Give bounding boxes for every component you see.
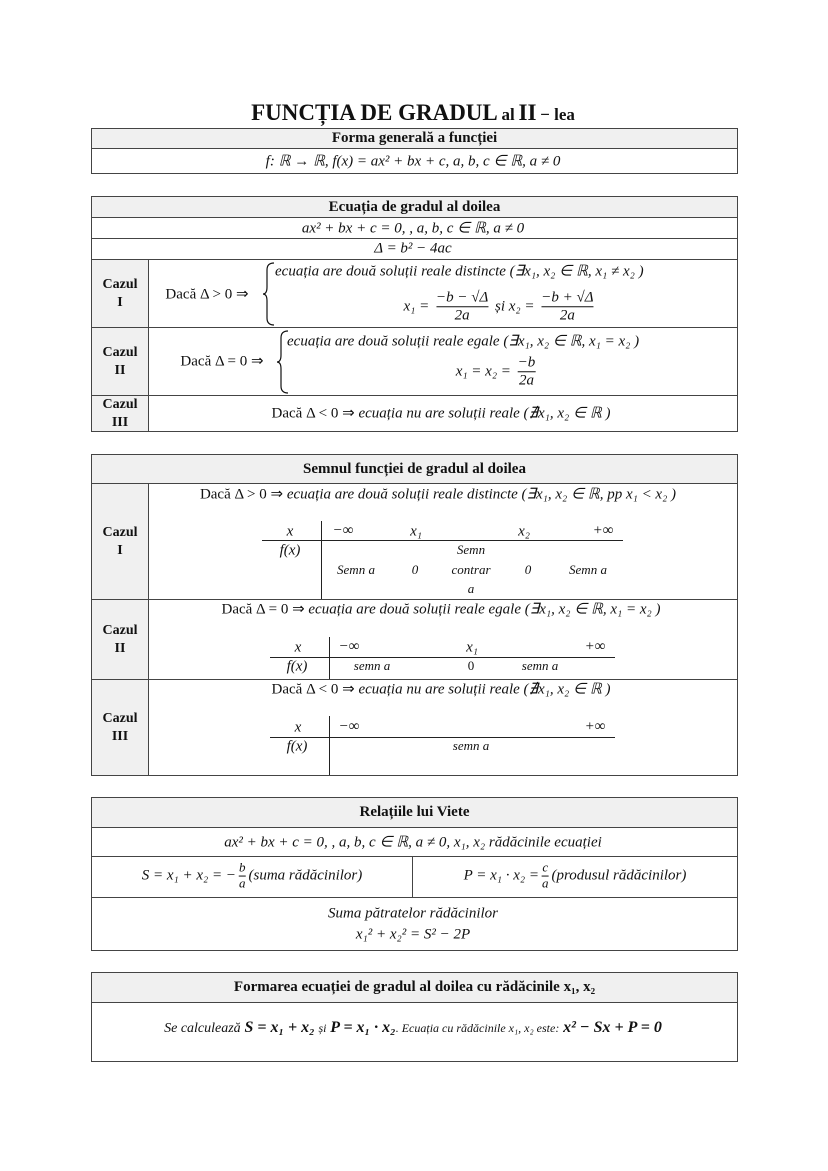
caz1-roots: x₁ = −b − √Δ 2a și x₂ = −b + √Δ 2a — [403, 289, 594, 324]
title-roman: II — [518, 100, 537, 125]
ecuatia-caz1-label: Cazul I — [91, 259, 149, 328]
sum-squares-label: Suma pătratelor rădăcinilor — [327, 905, 499, 922]
forma-formula: f: ℝ → ℝ, f(x) = ax² + bx + c, a, b, c ∈… — [265, 153, 561, 170]
root-x1: x₁ — [466, 639, 478, 656]
minus-infinity: −∞ — [338, 638, 360, 655]
ecuatia-caz3-content — [148, 395, 738, 432]
caz3-text: Dacă Δ < 0 ⇒ ecuația nu are soluții real… — [271, 405, 611, 422]
formare-row — [91, 1002, 738, 1062]
ecuatia-caz3-label: Cazul III — [91, 395, 149, 432]
viete-eq: ax² + bx + c = 0, , a, b, c ∈ ℝ, a ≠ 0, … — [224, 834, 602, 851]
sign-value: Semn a — [569, 562, 607, 577]
sign-value: semn a — [452, 738, 490, 753]
forma-row — [91, 148, 738, 174]
sign-table-divider — [270, 737, 615, 738]
fx-label: f(x) — [286, 658, 308, 675]
fx-label: f(x) — [279, 542, 301, 559]
sign-table-divider — [329, 637, 330, 679]
sign-value: Semn a — [337, 562, 375, 577]
viete-squares-row — [91, 897, 738, 951]
semnul-caz2-label: Cazul II — [91, 599, 149, 680]
minus-infinity: −∞ — [338, 718, 360, 735]
caz2-condition: Dacă Δ = 0 ⇒ — [180, 353, 264, 370]
title-al: al — [501, 105, 515, 124]
root-x1: x₁ — [410, 523, 422, 540]
delta-formula: Δ = b² − 4ac — [374, 240, 452, 257]
root-x2: x₂ — [518, 523, 530, 540]
sign-value: semn a — [353, 658, 391, 673]
sign-value: Semn — [456, 542, 486, 557]
caz2-root: x₁ = x₂ = −b 2a — [455, 354, 536, 389]
brace-icon — [262, 262, 275, 326]
plus-infinity: +∞ — [584, 638, 606, 655]
semnul-header: Semnul funcției de gradul al doilea — [91, 454, 738, 484]
viete-sum: S = x₁ + x₂ = − b a (suma rădăcinilor) — [141, 859, 363, 891]
plus-infinity: +∞ — [592, 522, 614, 539]
brace-icon — [276, 330, 289, 394]
sign-value: a — [467, 581, 475, 596]
sign-table-divider — [270, 657, 615, 658]
viete-header: Relațiile lui Viete — [91, 797, 738, 828]
semnul-caz3-text: Dacă Δ < 0 ⇒ ecuația nu are soluții real… — [271, 681, 611, 698]
x-label: x — [286, 523, 294, 540]
sign-value: semn a — [521, 658, 559, 673]
sign-zero: 0 — [467, 658, 475, 673]
ecuatia-eq: ax² + bx + c = 0, , a, b, c ∈ ℝ, a ≠ 0 — [301, 220, 525, 237]
page-title: FUNCȚIA DE GRADUL al II − lea — [251, 100, 575, 126]
sign-zero: 0 — [411, 562, 419, 577]
semnul-caz3-label: Cazul III — [91, 679, 149, 776]
semnul-caz1-text: Dacă Δ > 0 ⇒ ecuația are două soluții re… — [199, 486, 677, 503]
x-label: x — [294, 719, 302, 736]
caz2-line1: ecuația are două soluții reale egale (∃x… — [287, 333, 640, 350]
caz1-line1: ecuația are două soluții reale distincte… — [275, 263, 644, 280]
semnul-caz2-text: Dacă Δ = 0 ⇒ ecuația are două soluții re… — [221, 601, 661, 618]
minus-infinity: −∞ — [332, 522, 354, 539]
title-lea: − lea — [540, 105, 575, 124]
sum-squares-formula: x₁² + x₂² = S² − 2P — [355, 926, 471, 943]
plus-infinity: +∞ — [584, 718, 606, 735]
title-main: FUNCȚIA DE GRADUL — [251, 100, 498, 125]
formare-header: Formarea ecuației de gradul al doilea cu… — [91, 972, 738, 1003]
semnul-caz1-label: Cazul I — [91, 483, 149, 600]
ecuatia-caz2-label: Cazul II — [91, 327, 149, 396]
formare-text: Se calculează S = x₁ + x₂ și P = x₁ · x₂… — [164, 1019, 662, 1036]
sign-table-divider — [329, 716, 330, 775]
sign-table-divider — [321, 521, 322, 599]
sign-zero: 0 — [524, 562, 532, 577]
viete-product: P = x₁ · x₂ = c a (produsul rădăcinilor) — [463, 859, 687, 891]
forma-header: Forma generală a funcției — [91, 128, 738, 149]
semnul-caz3-content — [148, 679, 738, 776]
ecuatia-header: Ecuația de gradul al doilea — [91, 196, 738, 218]
caz1-condition: Dacă Δ > 0 ⇒ — [165, 286, 249, 303]
sign-value: contrar — [451, 562, 491, 577]
x-label: x — [294, 639, 302, 656]
fx-label: f(x) — [286, 738, 308, 755]
sign-table-divider — [262, 540, 623, 541]
